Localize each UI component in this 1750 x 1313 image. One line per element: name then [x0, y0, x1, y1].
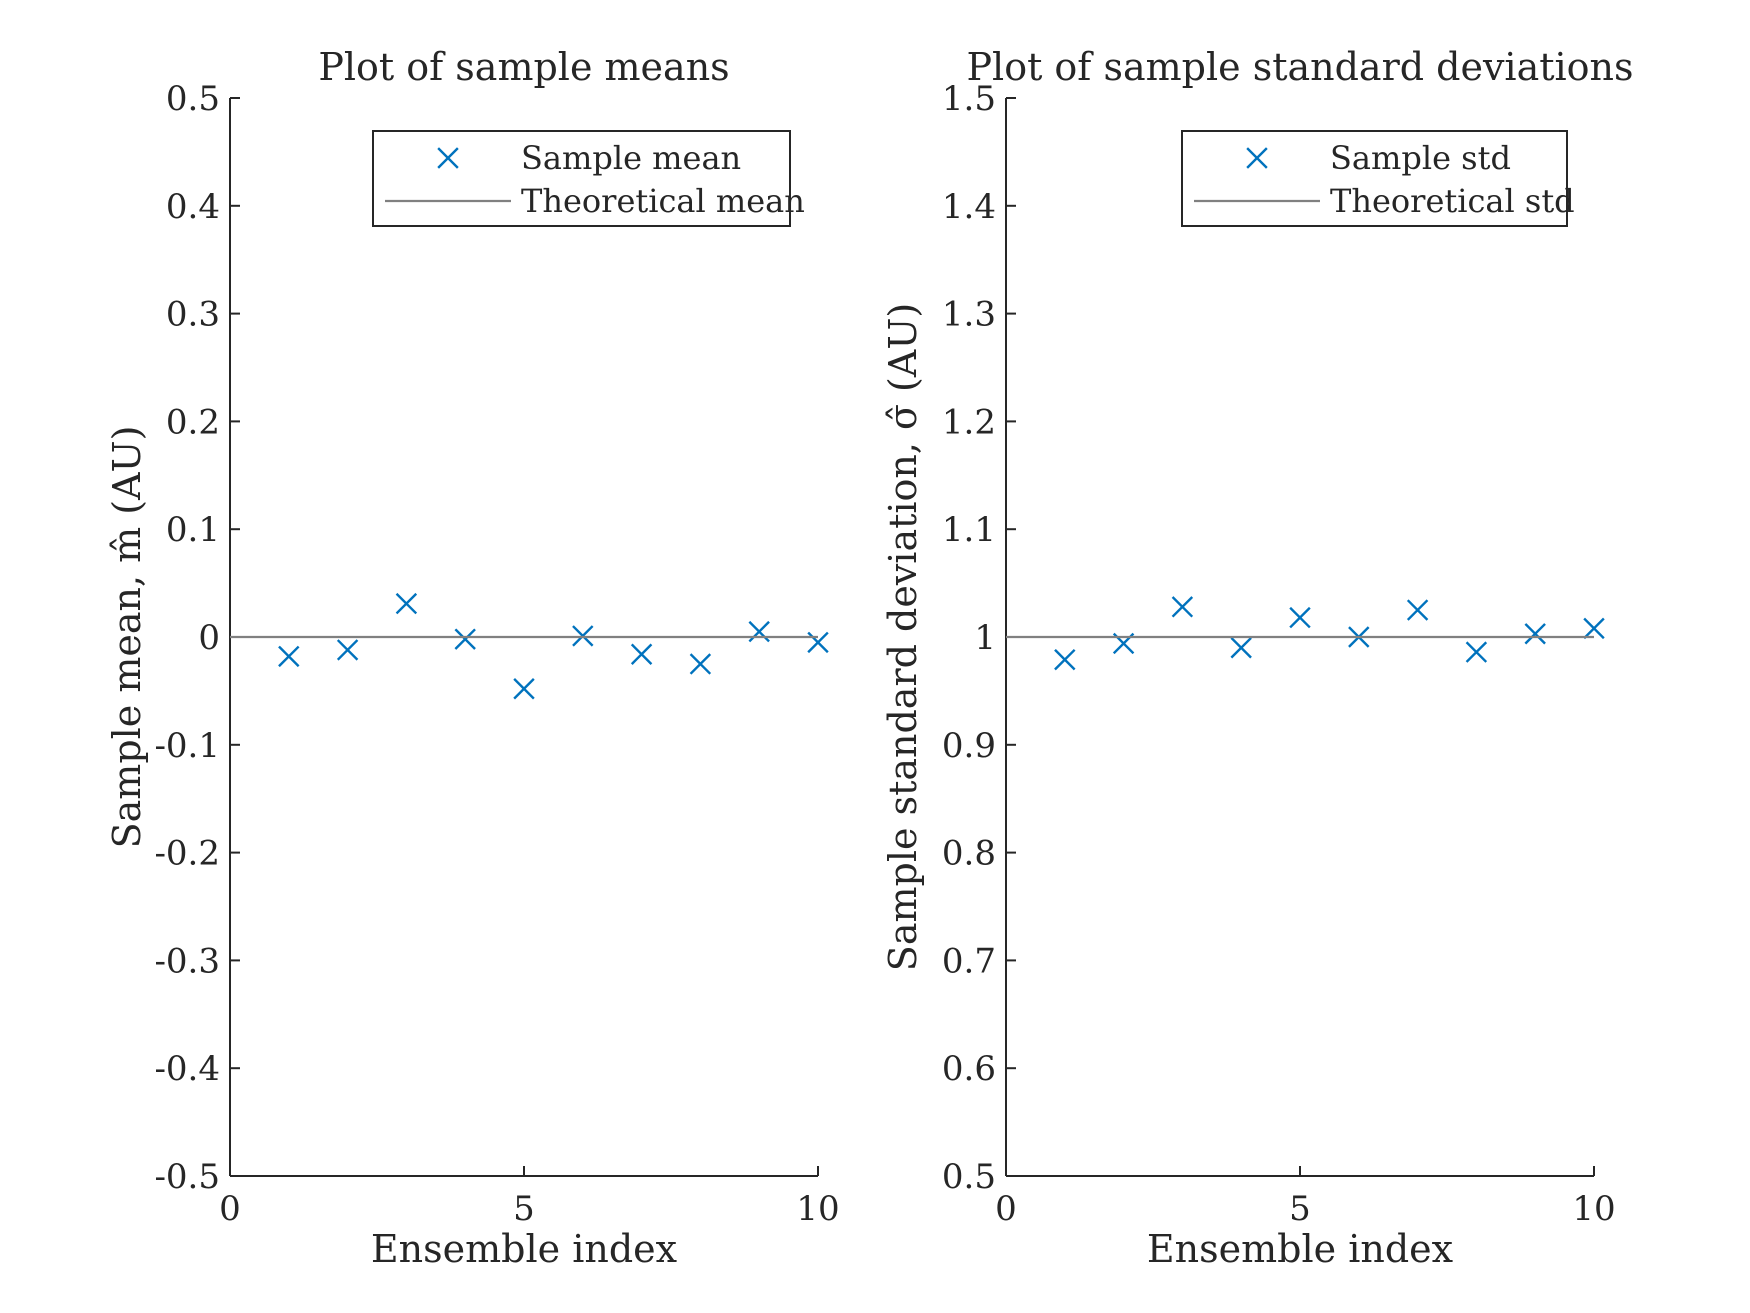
data-point	[1524, 623, 1546, 645]
series-0	[1054, 596, 1605, 671]
legend: Sample std Theoretical std	[1181, 130, 1575, 227]
y-tick-label: -0.4	[154, 1049, 220, 1089]
data-point	[278, 645, 300, 668]
y-tick-label: 1.4	[942, 187, 996, 227]
y-tick-label: -0.2	[154, 834, 220, 874]
x-axis-title: Ensemble index	[371, 1227, 677, 1271]
y-tick-label: 1.2	[942, 402, 996, 442]
y-axis-title: Sample mean, m̂ (AU)	[105, 426, 149, 849]
y-tick-label: -0.1	[154, 726, 220, 766]
legend-box	[1181, 130, 1568, 227]
legend: Sample mean Theoretical mean	[372, 130, 805, 227]
legend-marker-symbol	[1246, 147, 1268, 169]
legend-label: Sample mean	[521, 139, 741, 177]
y-tick-label: 0.7	[942, 941, 996, 981]
data-point	[1583, 617, 1605, 640]
data-point	[454, 628, 476, 650]
data-point	[689, 653, 712, 675]
y-tick-label: 0.2	[166, 402, 220, 442]
y-tick-label: 0.8	[942, 834, 996, 874]
data-point	[395, 592, 418, 615]
legend-label: Theoretical std	[1330, 182, 1575, 220]
x-tick-label: 5	[513, 1189, 535, 1229]
legend-label: Theoretical mean	[521, 182, 805, 220]
legend-box	[372, 130, 791, 227]
y-axis-title: Sample standard deviation, σ̂ (AU)	[881, 303, 925, 971]
x-tick-label: 0	[995, 1189, 1017, 1229]
data-point	[1054, 648, 1076, 671]
data-point	[513, 678, 535, 700]
chart-title: Plot of sample means	[318, 45, 729, 89]
y-tick-label: 0.6	[942, 1049, 996, 1089]
data-point	[1230, 637, 1252, 659]
y-tick-label: 1.1	[942, 510, 996, 550]
data-point	[1406, 599, 1429, 621]
legend-label: Sample std	[1330, 139, 1511, 177]
data-point	[336, 639, 359, 661]
data-point	[1171, 596, 1194, 618]
y-tick-label: 0.5	[942, 1157, 996, 1197]
y-tick-label: 0	[198, 618, 220, 658]
y-tick-label: 0.1	[166, 510, 220, 550]
x-tick-label: 5	[1289, 1189, 1311, 1229]
chart-panel-1: -0.5 -0.4 -0.3 -0.2 -0.1 0 0.1 0.2 0.3 0.4 0.5 0 5 10…	[105, 45, 840, 1271]
y-tick-label: 0.9	[942, 726, 996, 766]
y-tick-label: 0.5	[166, 79, 220, 119]
chart-panel-2: 0.5 0.6 0.7 0.8 0.9 1 1.1 1.2 1.3 1.4 1.5 0 5 10 Plot …	[881, 45, 1634, 1271]
y-tick-label: 0.3	[166, 295, 220, 335]
legend-marker-symbol	[437, 147, 459, 169]
y-tick-label: 1.3	[942, 295, 996, 335]
data-point	[630, 643, 653, 665]
x-tick-label: 10	[1572, 1189, 1615, 1229]
x-tick-label: 0	[219, 1189, 241, 1229]
y-tick-label: 1	[974, 618, 996, 658]
y-tick-label: -0.3	[154, 941, 220, 981]
x-axis-title: Ensemble index	[1147, 1227, 1453, 1271]
series-0	[278, 592, 829, 700]
data-point	[1465, 641, 1488, 663]
y-tick-label: 0.4	[166, 187, 220, 227]
y-tick-label: -0.5	[154, 1157, 220, 1197]
data-point	[1289, 606, 1311, 629]
y-tick-label: 1.5	[942, 79, 996, 119]
chart-title: Plot of sample standard deviations	[966, 45, 1633, 89]
x-tick-label: 10	[796, 1189, 839, 1229]
